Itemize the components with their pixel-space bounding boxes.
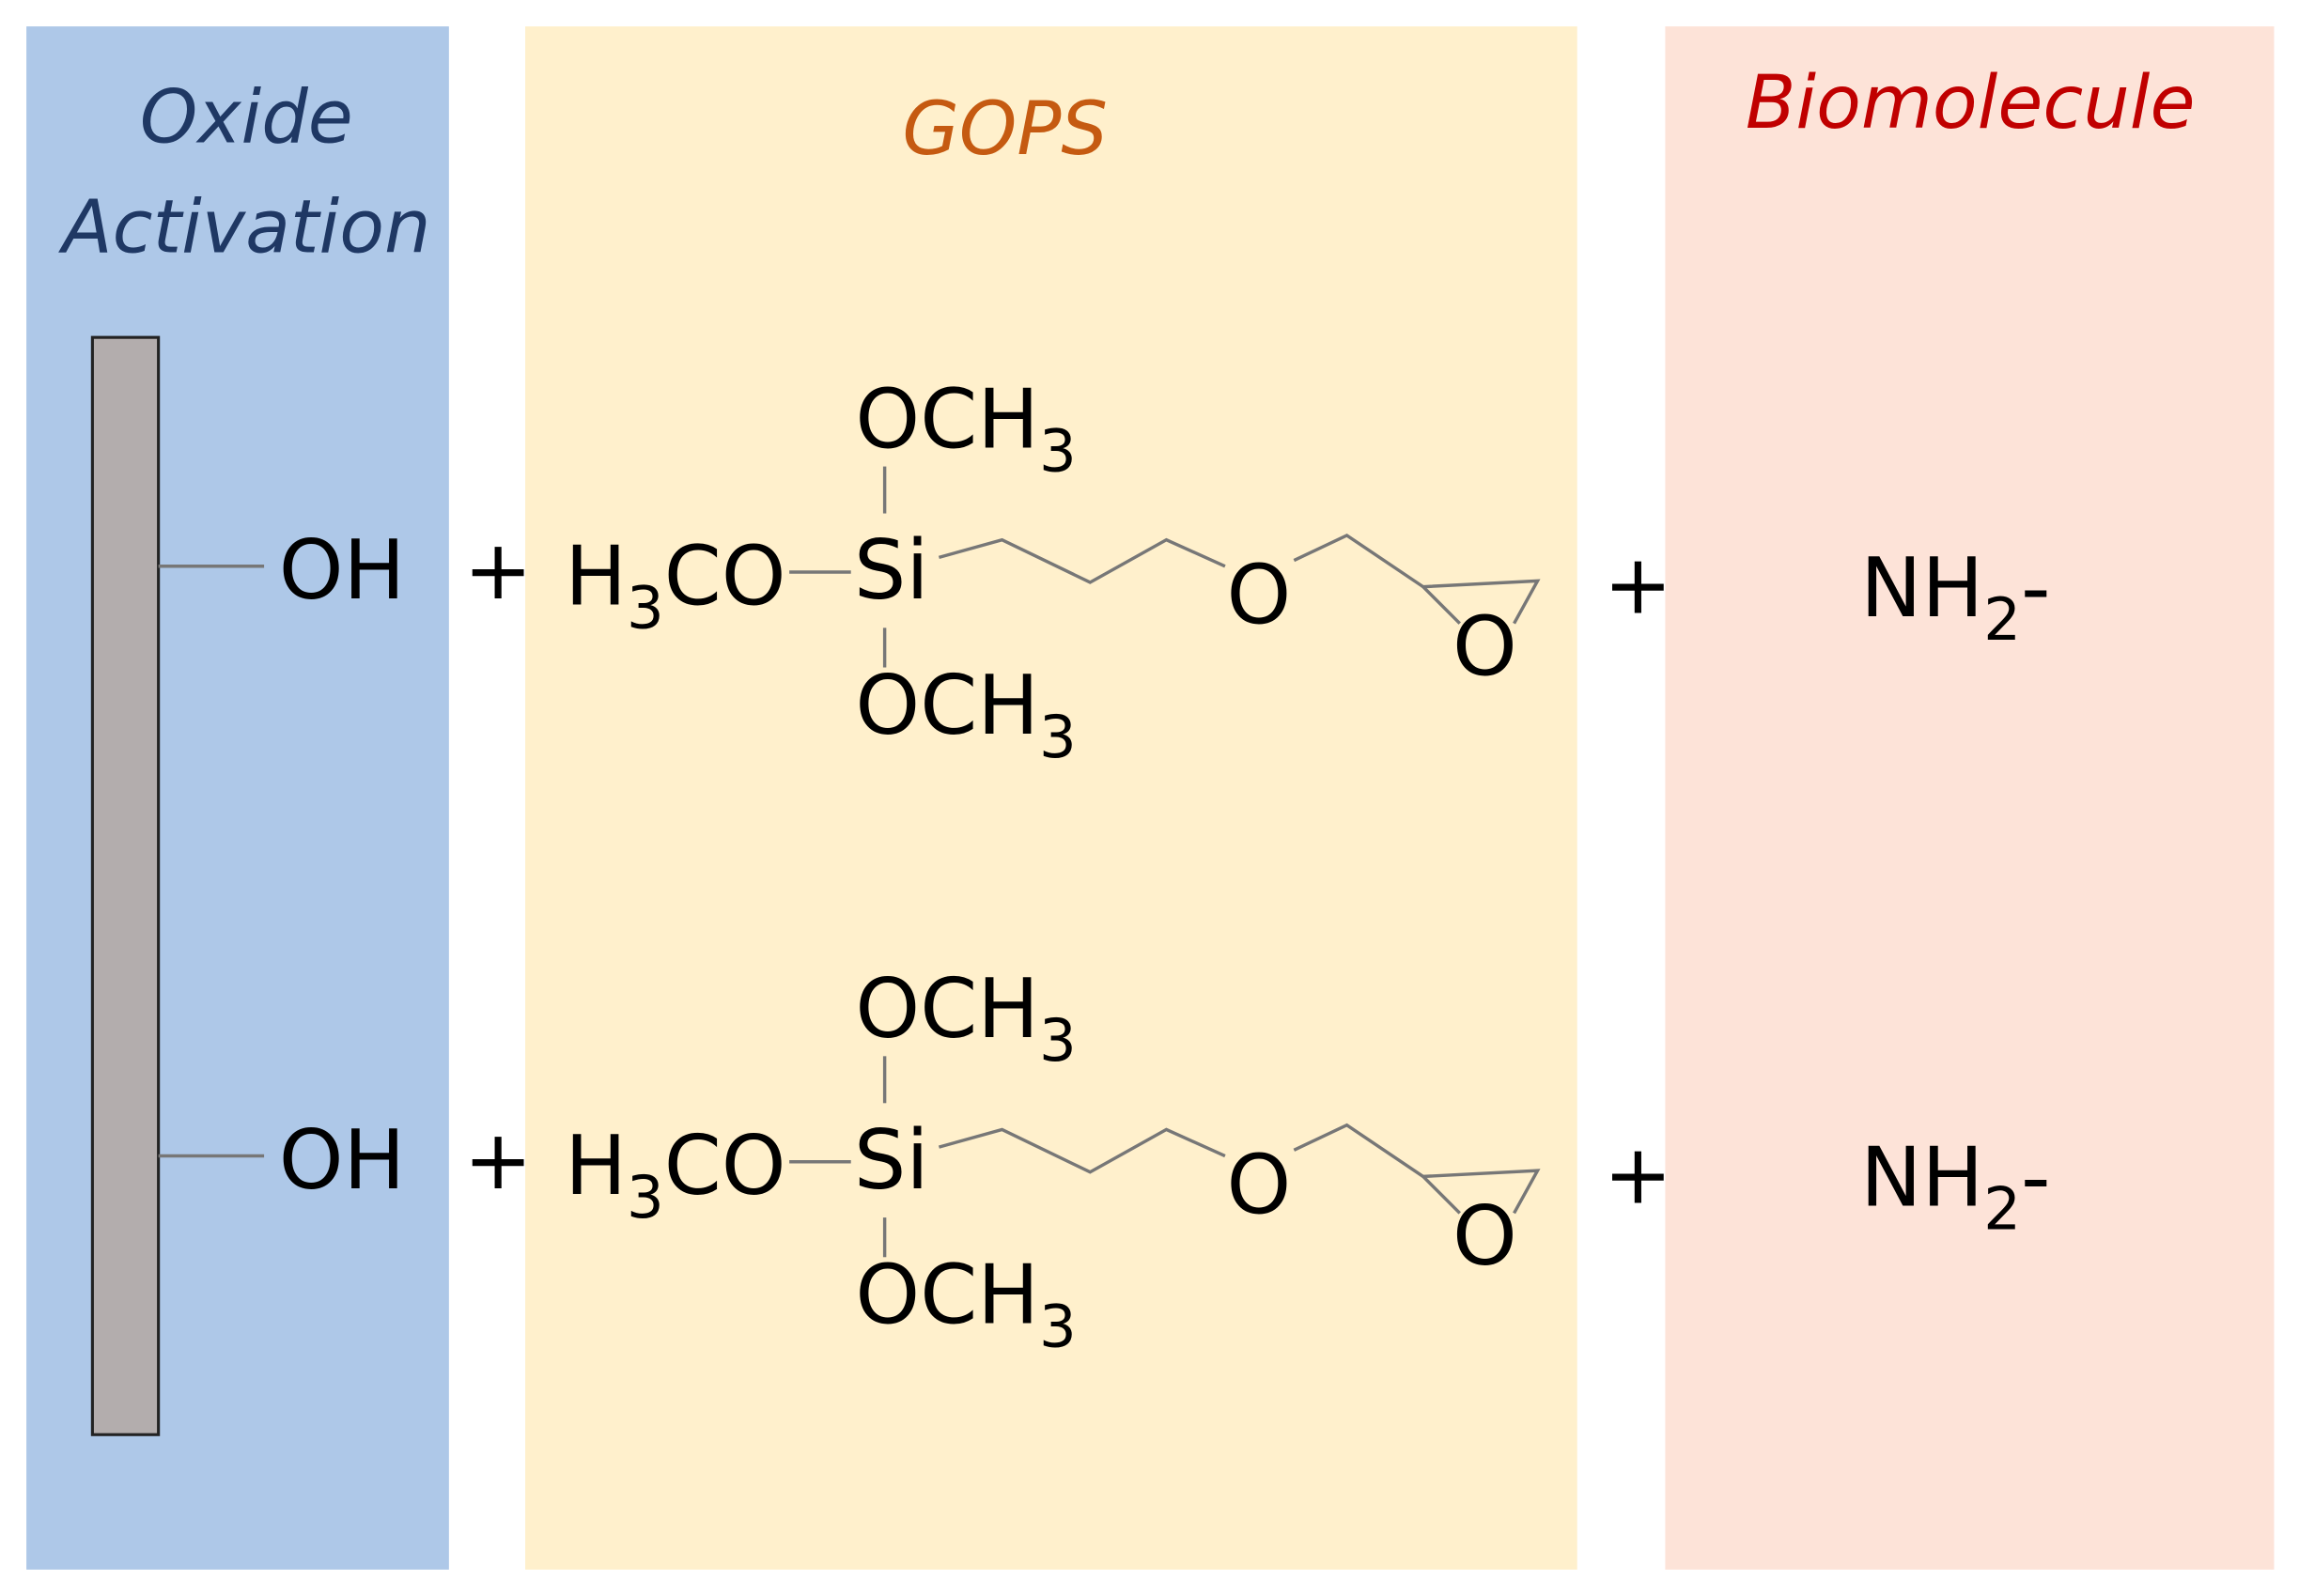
propyl-chain	[938, 537, 1226, 584]
biomolecule-panel	[1665, 26, 2275, 1570]
amine: NH2-	[1860, 1130, 2050, 1244]
text-part: +	[1604, 537, 1672, 633]
surface-group: OH	[279, 522, 406, 618]
text-part: -	[2021, 540, 2051, 636]
epoxide-ring	[1419, 579, 1541, 625]
subscript: 3	[1039, 703, 1077, 771]
panel-title: Biomolecule	[1746, 61, 2196, 146]
plus-sign: +	[463, 1112, 532, 1208]
ether-oxygen: O	[1226, 548, 1291, 643]
text-part: O	[1452, 1188, 1517, 1284]
methoxy-bottom: OCH3	[855, 1247, 1076, 1361]
text-part: O	[1226, 548, 1291, 643]
text-part: +	[463, 522, 532, 618]
text-part: OH	[279, 1112, 406, 1208]
methoxy-top: OCH3	[855, 961, 1076, 1075]
plus-sign: +	[463, 522, 532, 618]
panel-title: Oxide	[140, 75, 353, 160]
text-part: OCH	[855, 371, 1039, 467]
plus-sign: +	[1604, 1126, 1672, 1222]
subscript: 3	[627, 1163, 664, 1232]
surface-group: OH	[279, 1112, 406, 1208]
gops-panel	[525, 26, 1577, 1570]
bond	[1293, 1123, 1424, 1178]
text-part: Si	[854, 1112, 929, 1208]
text-part: CO	[664, 528, 786, 624]
panel-title: Activation	[57, 186, 430, 271]
subscript: 3	[627, 573, 664, 642]
bond	[1293, 534, 1424, 589]
text-part: OH	[279, 522, 406, 618]
methoxy-left: H3CO	[565, 528, 785, 642]
text-part: H	[565, 528, 627, 624]
text-part: CO	[664, 1118, 786, 1214]
ether-oxygen: O	[1226, 1137, 1291, 1232]
text-part: +	[463, 1112, 532, 1208]
text-part: NH	[1860, 540, 1983, 636]
subscript: 3	[1039, 1293, 1077, 1361]
text-part: O	[1452, 598, 1517, 694]
subscript: 3	[1039, 416, 1077, 485]
epoxide-oxygen: O	[1452, 1188, 1517, 1284]
panel-title: GOPS	[902, 87, 1108, 172]
text-part: H	[565, 1118, 627, 1214]
text-part: -	[2021, 1130, 2051, 1226]
amine: NH2-	[1860, 540, 2050, 654]
subscript: 2	[1983, 1175, 2021, 1244]
silicon: Si	[854, 1112, 929, 1208]
epoxide-oxygen: O	[1452, 598, 1517, 694]
text-part: Si	[854, 522, 929, 618]
plus-sign: +	[1604, 537, 1672, 633]
text-part: +	[1604, 1126, 1672, 1222]
text-part: NH	[1860, 1130, 1983, 1226]
text-part: OCH	[855, 961, 1039, 1057]
text-part: O	[1226, 1137, 1291, 1232]
propyl-chain	[938, 1127, 1226, 1174]
oxide-surface	[90, 335, 161, 1436]
methoxy-top: OCH3	[855, 371, 1076, 485]
text-part: OCH	[855, 658, 1039, 753]
subscript: 2	[1983, 585, 2021, 654]
methoxy-left: H3CO	[565, 1118, 785, 1232]
text-part: OCH	[855, 1247, 1039, 1343]
epoxide-ring	[1419, 1169, 1541, 1215]
methoxy-bottom: OCH3	[855, 658, 1076, 771]
subscript: 3	[1039, 1006, 1077, 1075]
silicon: Si	[854, 522, 929, 618]
